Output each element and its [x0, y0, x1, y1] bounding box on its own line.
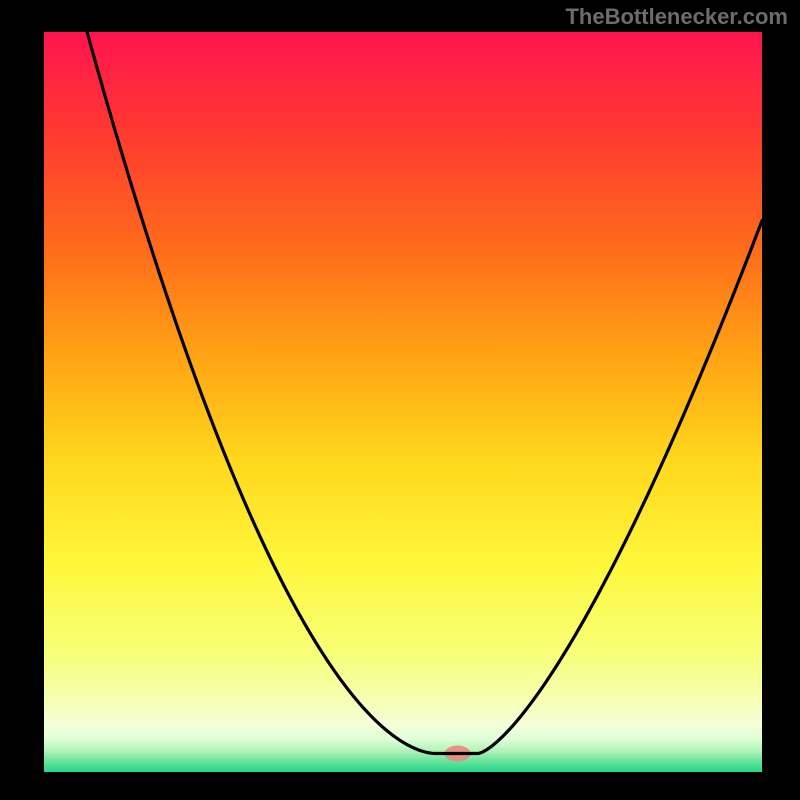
chart-stage: TheBottlenecker.com — [0, 0, 800, 800]
plot-area — [44, 32, 762, 772]
watermark-text: TheBottlenecker.com — [565, 4, 788, 30]
chart-svg — [0, 0, 800, 800]
